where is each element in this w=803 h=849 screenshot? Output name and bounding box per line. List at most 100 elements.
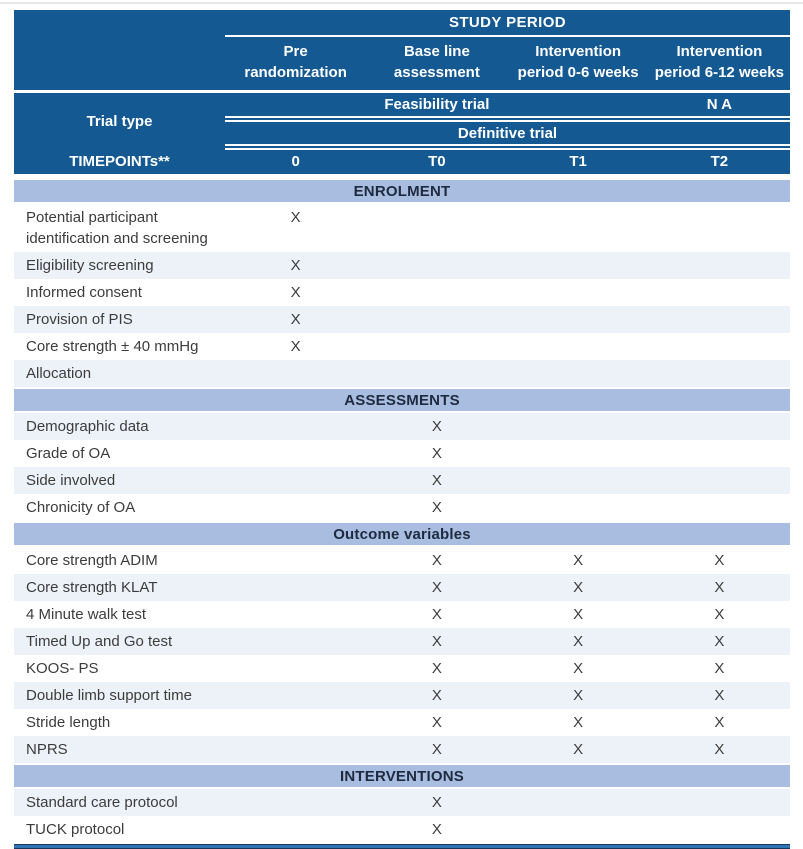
column-header-intervention-6-12: Intervention period 6-12 weeks	[649, 41, 790, 83]
table-row: Double limb support time X X X	[14, 682, 790, 709]
row-mark-cell: X	[573, 660, 584, 677]
row-mark-cell: X	[431, 821, 442, 838]
trial-type-block: Trial type Feasibility trial N A Definit…	[14, 93, 790, 150]
header-separator-line	[14, 90, 790, 93]
row-mark-cell: X	[431, 552, 442, 569]
section-banner: Outcome variables	[14, 523, 790, 545]
row-mark-cell: X	[431, 714, 442, 731]
page-top-rule	[0, 2, 803, 4]
table-row: 4 Minute walk test X X X	[14, 601, 790, 628]
table-row: Allocation	[14, 360, 790, 387]
section-banner: ENROLMENT	[14, 180, 790, 202]
row-mark-cell: X	[714, 633, 725, 650]
row-mark-cell: X	[714, 714, 725, 731]
row-mark-cell: X	[431, 741, 442, 758]
column-header-baseline: Base line assessment	[366, 41, 507, 83]
timepoint-t2: T2	[710, 152, 729, 170]
column-header-line: period 6-12 weeks	[654, 64, 784, 81]
column-headers-row: Pre randomization Base line assessment I…	[14, 37, 790, 90]
row-mark-cell: X	[431, 794, 442, 811]
timepoints-label: TIMEPOINTs**	[69, 152, 170, 170]
table-row: Potential participant identification and…	[14, 204, 790, 252]
table-row: Standard care protocol X	[14, 789, 790, 816]
row-mark-cell: X	[573, 687, 584, 704]
row-label: Potential participant identification and…	[26, 209, 208, 247]
row-mark-cell: X	[431, 579, 442, 596]
row-mark-cell: X	[714, 579, 725, 596]
timepoint-0: 0	[291, 152, 300, 170]
row-label: Core strength ADIM	[26, 552, 158, 569]
table-row: Core strength KLAT X X X	[14, 574, 790, 601]
column-header-intervention-0-6: Intervention period 0-6 weeks	[508, 41, 649, 83]
definitive-trial-cell: Definitive trial	[457, 124, 558, 142]
row-label: Side involved	[26, 472, 116, 489]
header-blank-cell	[14, 10, 225, 37]
table-row: Grade of OA X	[14, 440, 790, 467]
study-schedule-table: STUDY PERIOD Pre randomization Base line…	[14, 10, 790, 849]
column-header-line: Base line	[403, 43, 470, 60]
row-mark-cell: X	[573, 552, 584, 569]
column-header-line: assessment	[393, 64, 480, 81]
table-row: Chronicity of OA X	[14, 494, 790, 521]
row-mark-cell: X	[573, 714, 584, 731]
row-label: NPRS	[26, 741, 68, 758]
white-divider-line	[225, 116, 790, 122]
study-period-header: STUDY PERIOD	[225, 10, 790, 37]
row-mark-cell: X	[431, 687, 442, 704]
row-mark-cell: X	[714, 660, 725, 677]
row-mark-cell: X	[290, 284, 301, 301]
row-mark-cell: X	[431, 445, 442, 462]
row-label: Timed Up and Go test	[26, 633, 173, 650]
row-mark-cell: X	[714, 606, 725, 623]
row-mark-cell: X	[431, 660, 442, 677]
row-label: Standard care protocol	[26, 794, 178, 811]
feasibility-trial-row: Feasibility trial N A	[225, 93, 790, 116]
row-mark-cell: X	[290, 338, 301, 355]
column-header-line: period 0-6 weeks	[517, 64, 639, 81]
row-mark-cell: X	[431, 606, 442, 623]
row-mark-cell: X	[290, 257, 301, 274]
table-row: NPRS X X X	[14, 736, 790, 763]
table-row: Demographic data X	[14, 413, 790, 440]
column-header-line: randomization	[244, 64, 347, 81]
feasibility-na-cell: N A	[706, 96, 733, 113]
table-row: Core strength ± 40 mmHg X	[14, 333, 790, 360]
table-header-block: STUDY PERIOD Pre randomization Base line…	[14, 10, 790, 174]
row-label: Core strength KLAT	[26, 579, 158, 596]
table-row: Side involved X	[14, 467, 790, 494]
row-label: Grade of OA	[26, 445, 111, 462]
row-mark-cell: X	[431, 418, 442, 435]
timepoint-t1: T1	[569, 152, 587, 170]
feasibility-trial-cell: Feasibility trial	[384, 96, 490, 113]
row-label: Provision of PIS	[26, 311, 133, 328]
timepoints-row: TIMEPOINTs** 0 T0 T1 T2	[14, 150, 790, 174]
row-label: TUCK protocol	[26, 821, 125, 838]
row-label: Chronicity of OA	[26, 499, 136, 516]
section-banner: INTERVENTIONS	[14, 765, 790, 787]
row-mark-cell: X	[573, 606, 584, 623]
table-body: ENROLMENT Potential participant identific…	[14, 180, 790, 843]
row-mark-cell: X	[714, 687, 725, 704]
row-label: KOOS- PS	[26, 660, 99, 677]
table-row: Stride length X X X	[14, 709, 790, 736]
row-label: Demographic data	[26, 418, 149, 435]
column-header-pre-randomization: Pre randomization	[225, 41, 366, 83]
row-mark-cell: X	[714, 741, 725, 758]
trial-type-label: Trial type	[86, 113, 153, 130]
table-row: Eligibility screening X	[14, 252, 790, 279]
white-divider-line	[225, 144, 790, 150]
row-mark-cell: X	[573, 741, 584, 758]
table-row: Core strength ADIM X X X	[14, 547, 790, 574]
row-mark-cell: X	[714, 552, 725, 569]
row-label: Informed consent	[26, 284, 142, 301]
header-body-gap	[14, 174, 790, 178]
row-mark-cell: X	[290, 209, 301, 226]
table-row: Informed consent X	[14, 279, 790, 306]
trial-type-values: Feasibility trial N A Definitive trial	[225, 93, 790, 150]
section-banner: ASSESSMENTS	[14, 389, 790, 411]
row-mark-cell: X	[431, 472, 442, 489]
header-blank-cell	[14, 41, 225, 83]
row-mark-cell: X	[573, 633, 584, 650]
table-bottom-rule	[14, 844, 790, 849]
